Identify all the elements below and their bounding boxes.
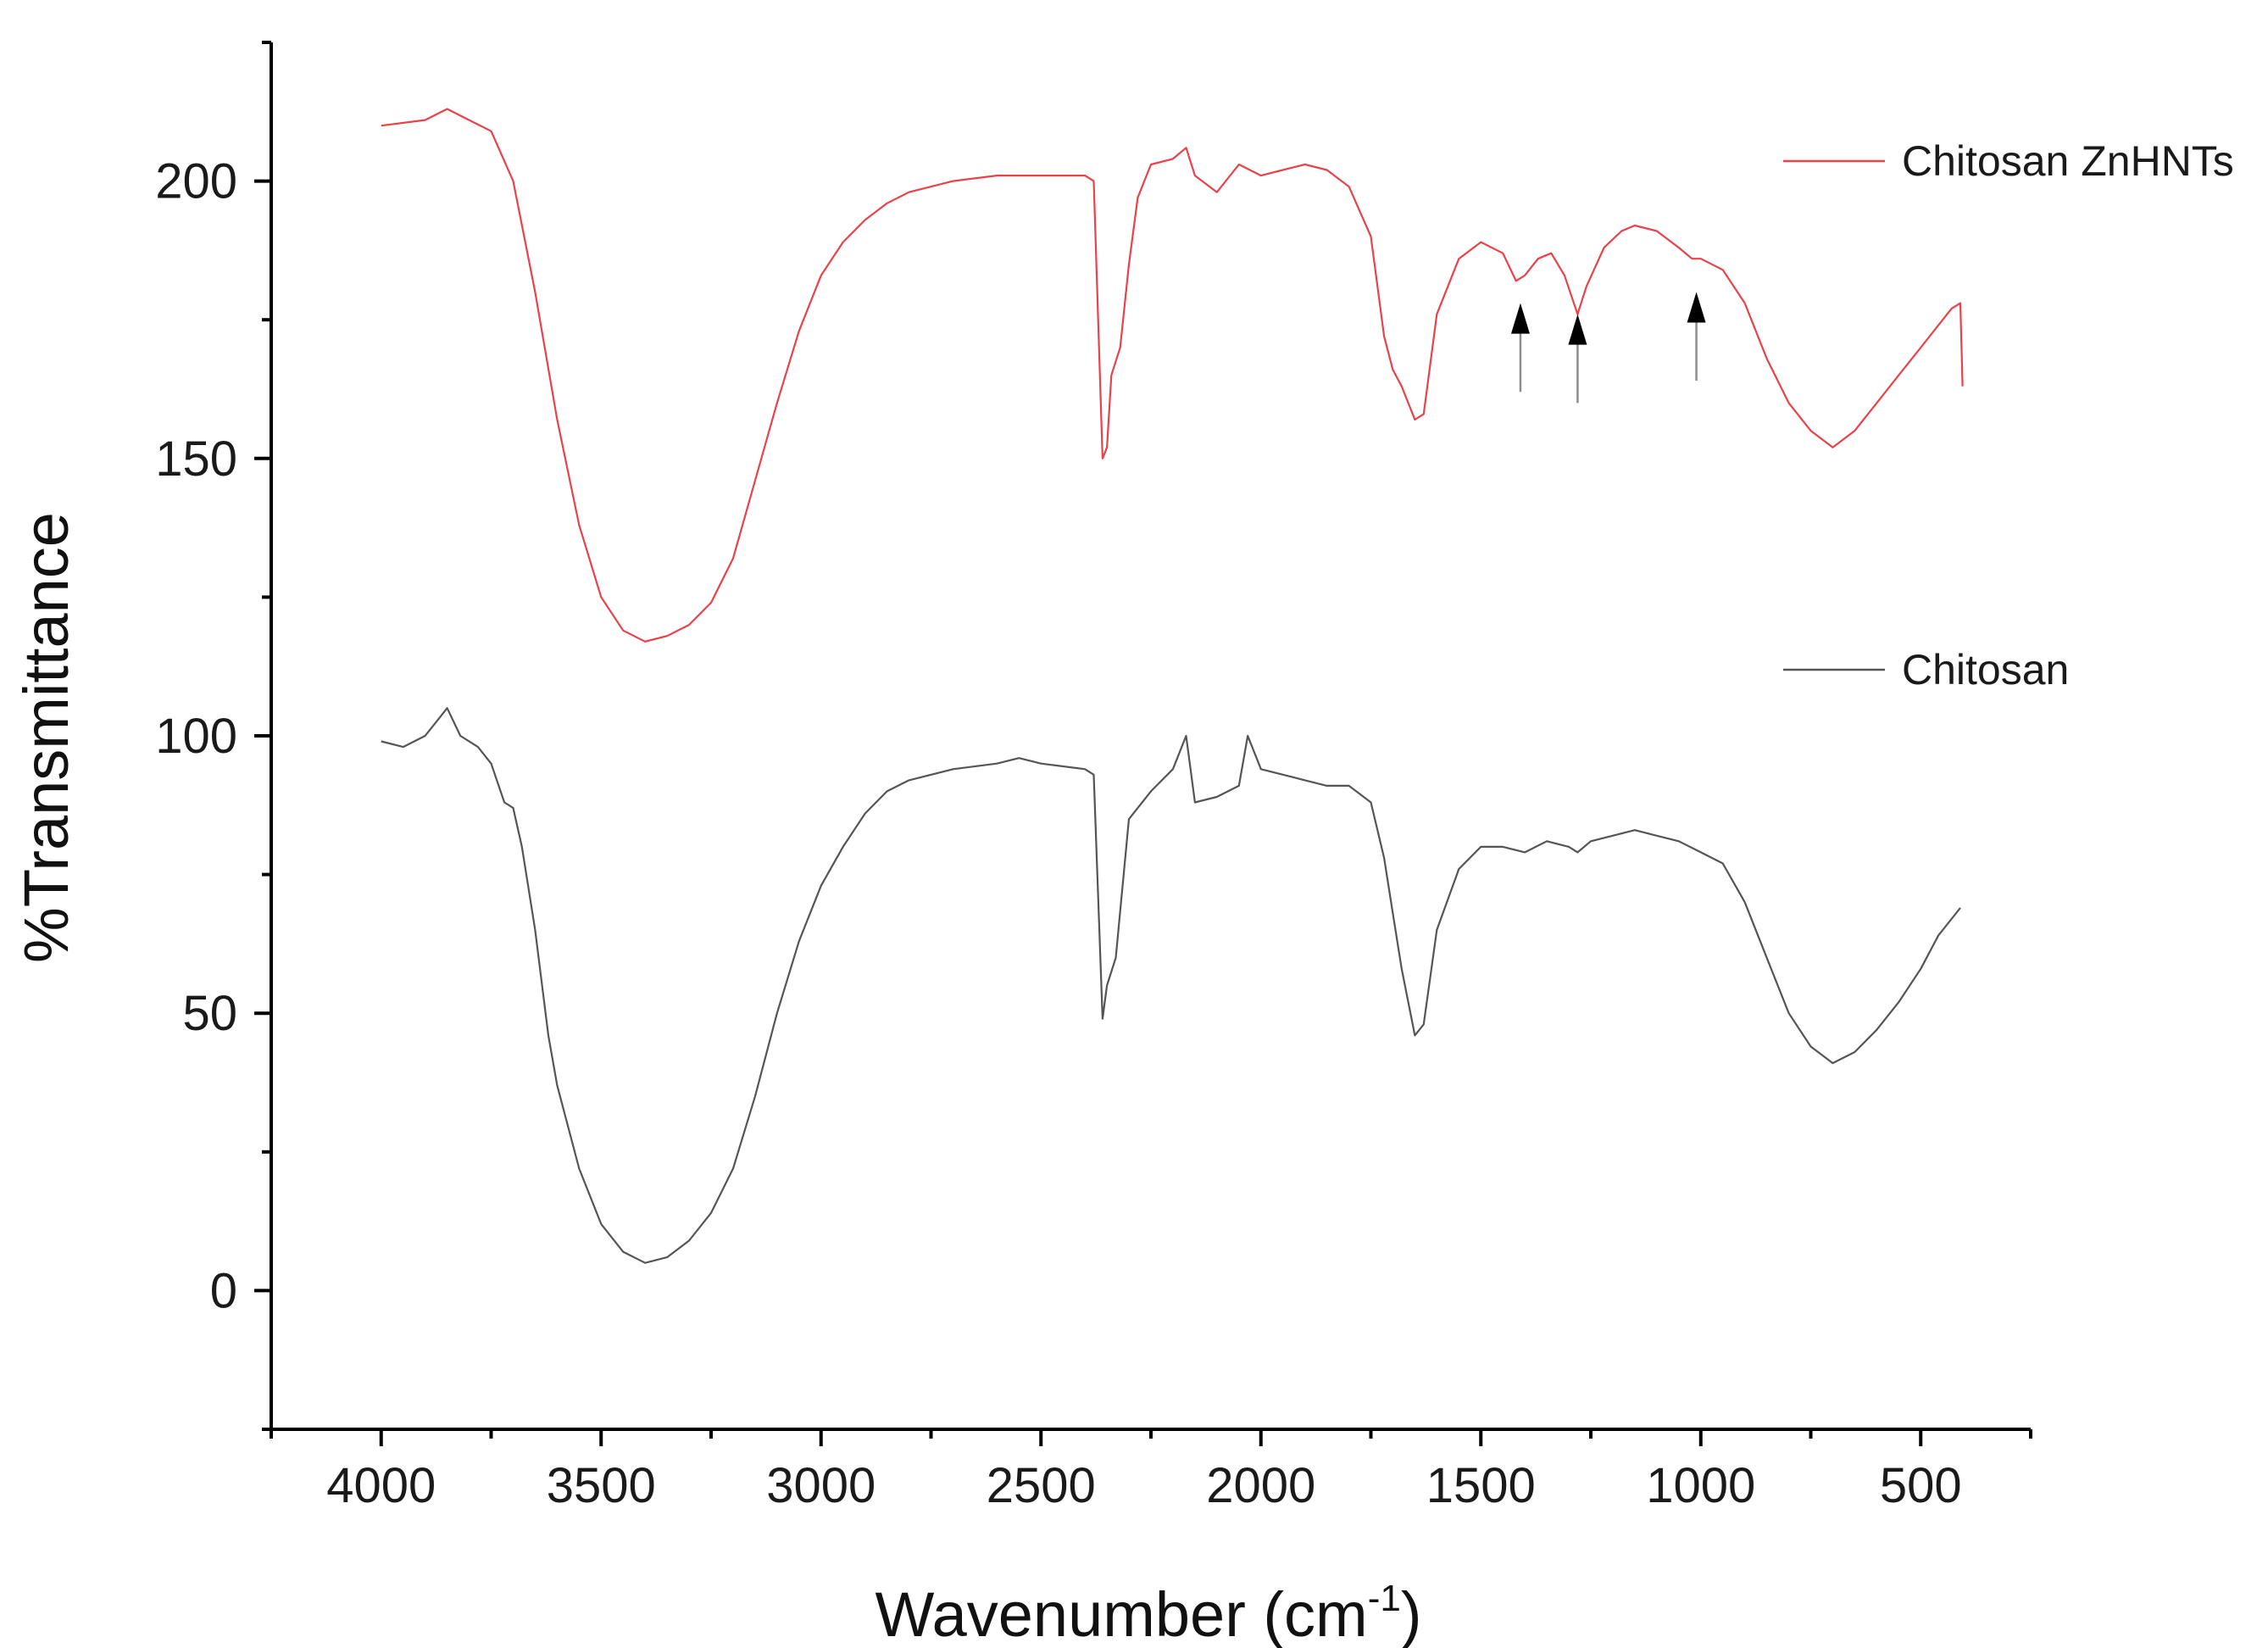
arrow-up-icon — [1687, 292, 1706, 323]
peak-arrows — [1510, 292, 1706, 404]
series-line-chitosan — [381, 707, 1961, 1264]
x-tick-label: 3500 — [547, 1458, 656, 1513]
axes — [270, 42, 2031, 1431]
y-tick-label: 150 — [155, 431, 237, 487]
y-tick-label: 0 — [210, 1263, 237, 1318]
arrow-up-icon — [1568, 314, 1587, 345]
series-line-chitosan-znhnts — [381, 108, 1964, 643]
legend: Chitosan ZnHNTs Chitosan — [1783, 137, 2234, 693]
legend-label: Chitosan ZnHNTs — [1902, 137, 2234, 185]
x-tick-label: 1000 — [1646, 1458, 1755, 1513]
x-tick-label: 4000 — [326, 1458, 436, 1513]
y-ticks: 0 50 100 150 200 — [155, 41, 271, 1431]
x-tick-label: 2000 — [1206, 1458, 1315, 1513]
x-tick-label: 500 — [1880, 1458, 1962, 1513]
x-ticks: 4000 3500 3000 2500 2000 1500 1000 500 — [270, 1429, 2032, 1513]
y-tick-label: 200 — [155, 154, 237, 209]
y-tick-label: 100 — [155, 709, 237, 764]
y-axis-title: %Transmittance — [11, 512, 81, 963]
x-axis-title: Wavenumber (cm-1) — [876, 1578, 1422, 1648]
legend-label: Chitosan — [1902, 646, 2069, 693]
arrow-up-icon — [1510, 303, 1530, 334]
x-tick-label: 3000 — [766, 1458, 876, 1513]
series-layer — [381, 108, 1964, 1264]
y-tick-label: 50 — [182, 986, 237, 1041]
x-tick-label: 2500 — [987, 1458, 1096, 1513]
x-tick-label: 1500 — [1426, 1458, 1536, 1513]
